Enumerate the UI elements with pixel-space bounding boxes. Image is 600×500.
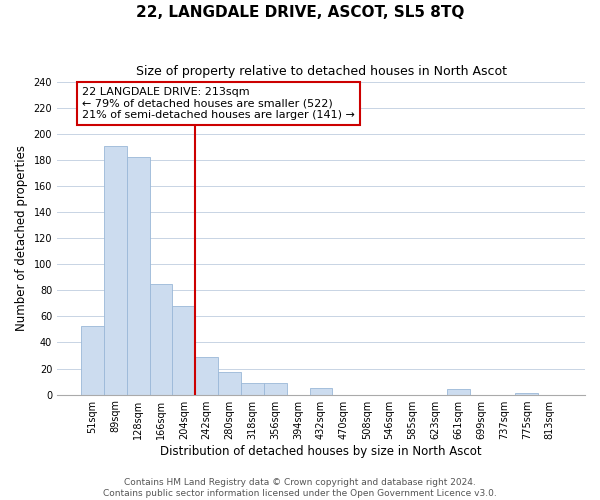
- Title: Size of property relative to detached houses in North Ascot: Size of property relative to detached ho…: [136, 65, 506, 78]
- Bar: [447, 390, 470, 394]
- Text: 22 LANGDALE DRIVE: 213sqm
← 79% of detached houses are smaller (522)
21% of semi: 22 LANGDALE DRIVE: 213sqm ← 79% of detac…: [82, 87, 355, 120]
- Text: Contains HM Land Registry data © Crown copyright and database right 2024.
Contai: Contains HM Land Registry data © Crown c…: [103, 478, 497, 498]
- Bar: [241, 383, 264, 394]
- Y-axis label: Number of detached properties: Number of detached properties: [15, 146, 28, 332]
- Bar: [149, 284, 172, 395]
- Bar: [196, 357, 218, 395]
- Bar: [310, 388, 332, 394]
- Bar: [81, 326, 104, 394]
- Text: 22, LANGDALE DRIVE, ASCOT, SL5 8TQ: 22, LANGDALE DRIVE, ASCOT, SL5 8TQ: [136, 5, 464, 20]
- X-axis label: Distribution of detached houses by size in North Ascot: Distribution of detached houses by size …: [160, 444, 482, 458]
- Bar: [127, 158, 149, 394]
- Bar: [172, 306, 196, 394]
- Bar: [104, 146, 127, 394]
- Bar: [218, 372, 241, 394]
- Bar: [264, 383, 287, 394]
